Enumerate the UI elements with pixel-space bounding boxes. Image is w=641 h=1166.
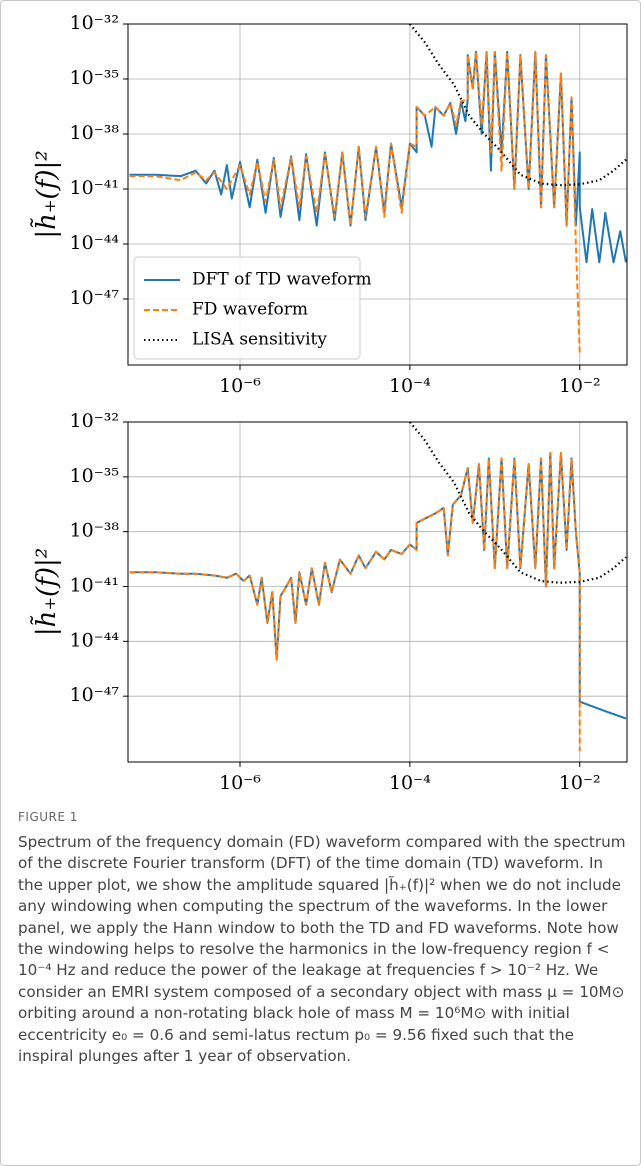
plot-area [129, 422, 627, 751]
y-tick-label: 10⁻⁴¹ [70, 177, 119, 199]
y-tick-label: 10⁻³⁵ [70, 465, 119, 487]
y-tick-label: 10⁻³² [70, 410, 119, 432]
legend-box [133, 256, 361, 360]
x-tick-label: 10⁻² [559, 375, 601, 397]
x-axis-label: f [Hz] [342, 798, 414, 801]
x-tick-label: 10⁻² [559, 772, 601, 794]
series-line [129, 452, 627, 720]
plot-frame [127, 23, 628, 366]
y-axis-label: |h̃₊(f)|² [30, 150, 62, 238]
caption-text: Spectrum of the frequency domain (FD) wa… [18, 833, 626, 1066]
legend-label: FD waveform [192, 300, 308, 320]
plot-area [129, 24, 627, 354]
caption-label: FIGURE 1 [18, 810, 78, 824]
y-tick-label: 10⁻³⁵ [70, 67, 119, 89]
y-tick-label: 10⁻³² [70, 12, 119, 34]
x-tick-label: 10⁻⁶ [219, 375, 261, 397]
y-tick-label: 10⁻³⁸ [70, 520, 120, 542]
plot-frame [127, 421, 628, 763]
series-line [409, 24, 627, 187]
legend: DFT of TD waveform FD waveform LISA sensit… [133, 256, 372, 360]
x-tick-label: 10⁻⁶ [219, 772, 261, 794]
y-tick-label: 10⁻³⁸ [70, 122, 120, 144]
y-tick-label: 10⁻⁴¹ [70, 574, 119, 596]
caption: FIGURE 1 Spectrum of the frequency domai… [18, 810, 628, 1067]
x-tick-label: 10⁻⁴ [389, 375, 431, 397]
y-tick-label: 10⁻⁴⁷ [70, 684, 120, 706]
y-tick-label: 10⁻⁴⁴ [70, 629, 120, 651]
legend-label: LISA sensitivity [192, 330, 327, 350]
series-line [129, 452, 581, 751]
y-tick-label: 10⁻⁴⁷ [70, 287, 120, 309]
x-tick-label: 10⁻⁴ [389, 772, 431, 794]
series-line [409, 422, 627, 584]
y-axis-label: |h̃₊(f)|² [30, 548, 62, 636]
y-tick-label: 10⁻⁴⁴ [70, 232, 120, 254]
series-line [129, 50, 581, 354]
legend-label: DFT of TD waveform [192, 270, 372, 290]
figure: 10⁻⁶ 10⁻⁴ 10⁻² 10⁻³² 10⁻³⁵ 10⁻³⁸ 10⁻⁴¹ 10⁻⁴⁴ 10⁻… [30, 12, 628, 801]
